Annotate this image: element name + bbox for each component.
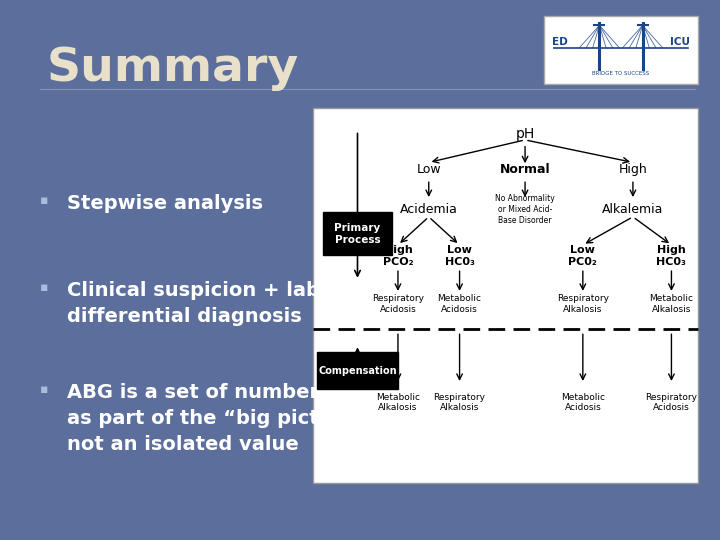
Text: ED: ED — [552, 37, 568, 47]
Text: Low
PC0₂: Low PC0₂ — [569, 246, 597, 267]
Text: No Abnormality
or Mixed Acid-
Base Disorder: No Abnormality or Mixed Acid- Base Disor… — [495, 194, 555, 225]
Text: Respiratory
Alkalosis: Respiratory Alkalosis — [557, 294, 609, 314]
Text: Low
HC0₃: Low HC0₃ — [445, 246, 474, 267]
Text: Summary: Summary — [47, 46, 299, 91]
Text: Compensation: Compensation — [318, 366, 397, 376]
Text: High
HC0₃: High HC0₃ — [657, 246, 686, 267]
Text: ICU: ICU — [670, 37, 690, 47]
Text: Metabolic
Alkalosis: Metabolic Alkalosis — [649, 294, 693, 314]
Text: BRIDGE TO SUCCESS: BRIDGE TO SUCCESS — [593, 71, 649, 76]
Text: pH: pH — [516, 127, 535, 141]
Text: Low: Low — [416, 164, 441, 177]
Text: Metabolic
Acidosis: Metabolic Acidosis — [438, 294, 482, 314]
Text: High
PCO₂: High PCO₂ — [383, 246, 413, 267]
Text: Normal: Normal — [500, 164, 550, 177]
Bar — [323, 212, 392, 255]
Bar — [317, 352, 398, 389]
Text: Primary
Process: Primary Process — [334, 222, 381, 245]
Text: ABG is a set of numbers... use
as part of the “big picture”
not an isolated valu: ABG is a set of numbers... use as part o… — [67, 383, 398, 454]
Text: ▪: ▪ — [40, 281, 48, 294]
Text: Metabolic
Alkalosis: Metabolic Alkalosis — [376, 393, 420, 413]
Text: Stepwise analysis: Stepwise analysis — [67, 194, 263, 213]
Text: Metabolic
Acidosis: Metabolic Acidosis — [561, 393, 605, 413]
Text: Alkalemia: Alkalemia — [602, 203, 664, 216]
Text: ▪: ▪ — [40, 383, 48, 396]
Bar — [313, 108, 698, 483]
Text: Clinical suspicion + labs =
differential diagnosis: Clinical suspicion + labs = differential… — [67, 281, 354, 326]
Text: Respiratory
Alkalosis: Respiratory Alkalosis — [433, 393, 485, 413]
Text: Respiratory
Acidosis: Respiratory Acidosis — [645, 393, 698, 413]
Text: Respiratory
Acidosis: Respiratory Acidosis — [372, 294, 424, 314]
Text: ▪: ▪ — [40, 194, 48, 207]
Bar — [544, 16, 698, 84]
Text: Acidemia: Acidemia — [400, 203, 458, 216]
Text: High: High — [618, 164, 647, 177]
